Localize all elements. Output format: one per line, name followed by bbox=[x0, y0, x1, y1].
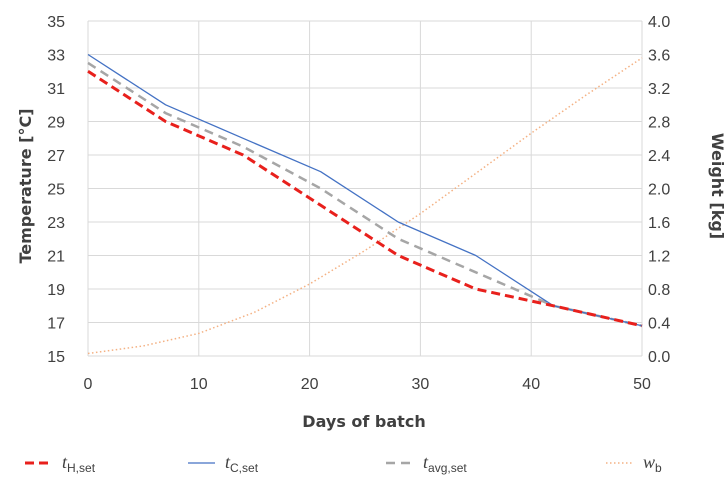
series-line-w-b bbox=[87, 57, 643, 355]
y-right-tick-label: 4.0 bbox=[648, 14, 670, 31]
series-line-t-avg-set bbox=[87, 61, 643, 328]
y-left-tick-label: 27 bbox=[47, 148, 65, 165]
x-tick-label: 40 bbox=[522, 376, 540, 393]
legend-label: tavg,set bbox=[423, 452, 467, 475]
y-right-tick-label: 2.8 bbox=[648, 115, 670, 132]
y-right-tick-label: 0.0 bbox=[648, 349, 670, 366]
y-left-tick-label: 17 bbox=[47, 316, 65, 333]
y-left-tick-label: 33 bbox=[47, 48, 65, 65]
series-line-t-c-set bbox=[87, 53, 643, 327]
y-left-tick-label: 35 bbox=[47, 14, 65, 31]
y-right-tick-label: 3.6 bbox=[648, 48, 670, 65]
x-tick-label: 30 bbox=[412, 376, 430, 393]
legend-label: tC,set bbox=[225, 452, 259, 475]
y-right-tick-label: 0.8 bbox=[648, 282, 670, 299]
y-right-tick-label: 2.0 bbox=[648, 182, 670, 199]
legend: tH,set tC,set tavg,set wb bbox=[25, 452, 662, 475]
x-tick-label: 20 bbox=[301, 376, 319, 393]
y-axis-left-title: Temperature [°C] bbox=[16, 108, 35, 263]
y-right-tick-label: 1.2 bbox=[648, 249, 670, 266]
y-axis-right-title: Weight [kg] bbox=[708, 133, 724, 239]
tick-labels: 0 10 20 30 40 50 15 17 19 21 23 25 27 29 31 33 35 0.0 0.4 0… bbox=[47, 14, 670, 393]
x-axis-title: Days of batch bbox=[302, 412, 425, 431]
x-tick-label: 10 bbox=[190, 376, 208, 393]
series-layer bbox=[87, 53, 643, 355]
y-left-tick-label: 15 bbox=[47, 349, 65, 366]
y-right-tick-label: 2.4 bbox=[648, 148, 670, 165]
y-left-tick-label: 29 bbox=[47, 115, 65, 132]
y-right-tick-label: 1.6 bbox=[648, 215, 670, 232]
y-left-tick-label: 19 bbox=[47, 282, 65, 299]
x-tick-label: 0 bbox=[84, 376, 93, 393]
y-left-tick-label: 23 bbox=[47, 215, 65, 232]
y-left-tick-label: 31 bbox=[47, 81, 65, 98]
legend-label: wb bbox=[643, 452, 662, 475]
y-left-tick-label: 21 bbox=[47, 249, 65, 266]
x-tick-label: 50 bbox=[633, 376, 651, 393]
legend-label: tH,set bbox=[62, 452, 96, 475]
y-right-tick-label: 3.2 bbox=[648, 81, 670, 98]
series-line-t-h-set bbox=[87, 70, 643, 328]
chart-grid bbox=[87, 20, 643, 357]
y-right-tick-label: 0.4 bbox=[648, 316, 670, 333]
y-left-tick-label: 25 bbox=[47, 182, 65, 199]
